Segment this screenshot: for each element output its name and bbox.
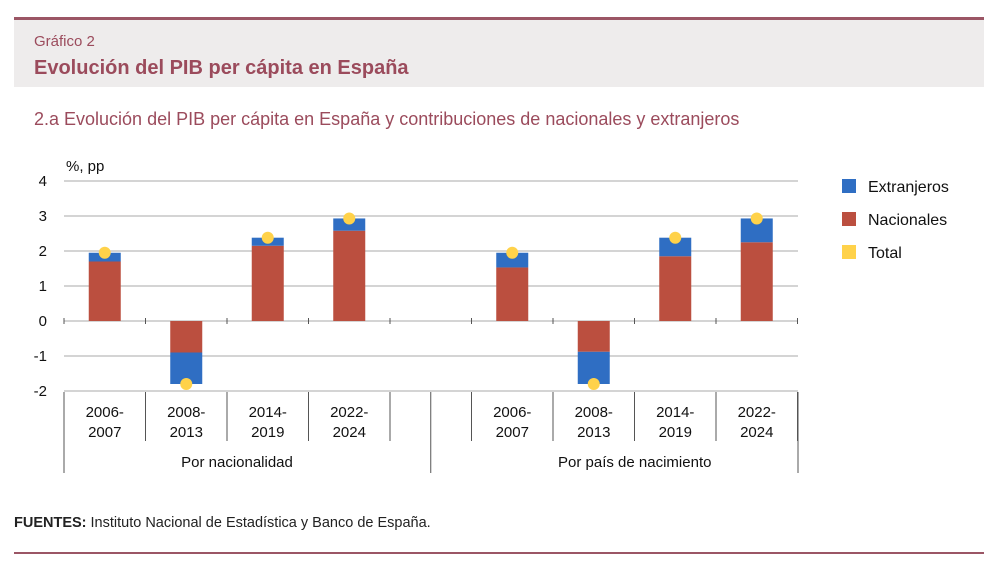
legend-swatch-total <box>842 245 856 259</box>
bar-nacionales <box>251 245 284 321</box>
bar-nacionales <box>333 230 366 321</box>
point-total <box>669 231 682 244</box>
point-total <box>98 246 111 259</box>
bar-extranjeros <box>740 218 773 243</box>
point-total <box>750 212 763 225</box>
x-tick-label: 2007 <box>496 424 529 441</box>
point-total <box>343 212 356 225</box>
bottom-rule <box>14 552 984 554</box>
sources-text: Instituto Nacional de Estadística y Banc… <box>86 515 431 531</box>
point-total <box>261 231 274 244</box>
top-rule <box>14 17 984 20</box>
bar-nacionales <box>577 321 610 352</box>
y-tick-label: 1 <box>39 278 47 295</box>
point-total <box>506 246 519 259</box>
x-tick-label: 2008- <box>575 404 613 421</box>
x-tick-label: 2024 <box>333 424 366 441</box>
x-tick-label: 2013 <box>577 424 610 441</box>
x-tick-label: 2006- <box>86 404 124 421</box>
sources-label: FUENTES: <box>14 515 87 531</box>
x-tick-label: 2024 <box>740 424 773 441</box>
sources-note: FUENTES: Instituto Nacional de Estadísti… <box>14 515 431 531</box>
bar-nacionales <box>170 321 203 353</box>
legend-swatch-extranjeros <box>842 179 856 193</box>
bar-extranjeros <box>333 218 366 231</box>
x-tick-label: 2013 <box>170 424 203 441</box>
legend-swatch-nacionales <box>842 212 856 226</box>
y-tick-label: 4 <box>39 173 47 190</box>
y-tick-label: 2 <box>39 243 47 260</box>
header-band <box>14 20 984 87</box>
x-tick-label: 2022- <box>738 404 776 421</box>
x-tick-label: 2014- <box>249 404 287 421</box>
bar-nacionales <box>659 256 692 321</box>
y-tick-label: 0 <box>39 313 47 330</box>
y-tick-label: -1 <box>34 348 47 365</box>
legend-label-total: Total <box>868 245 902 262</box>
y-tick-label: -2 <box>34 383 47 400</box>
x-tick-label: 2014- <box>656 404 694 421</box>
figure-label: Gráfico 2 <box>34 33 95 50</box>
x-tick-label: 2019 <box>659 424 692 441</box>
x-tick-label: 2006- <box>493 404 531 421</box>
x-tick-label: 2007 <box>88 424 121 441</box>
y-axis-label: %, pp <box>66 158 104 175</box>
bar-nacionales <box>88 261 121 321</box>
chart-subtitle: 2.a Evolución del PIB per cápita en Espa… <box>34 109 740 129</box>
y-tick-label: 3 <box>39 208 47 225</box>
x-tick-label: 2008- <box>167 404 205 421</box>
bar-nacionales <box>740 242 773 321</box>
figure-title: Evolución del PIB per cápita en España <box>34 57 409 79</box>
point-total <box>180 378 193 390</box>
stacked-bar-chart: 4 3 2 1 0 -1 -2 %, pp 2006- 2007 2008- 2013 2014- 201… <box>34 158 949 473</box>
bar-nacionales <box>496 267 529 321</box>
x-tick-label: 2022- <box>330 404 368 421</box>
point-total <box>587 378 600 390</box>
bar-extranjeros <box>496 252 529 268</box>
bar-extranjeros <box>659 237 692 257</box>
x-tick-label: 2019 <box>251 424 284 441</box>
legend-label-nacionales: Nacionales <box>868 212 947 229</box>
legend-label-extranjeros: Extranjeros <box>868 179 949 196</box>
group-label: Por país de nacimiento <box>558 454 711 471</box>
group-label: Por nacionalidad <box>181 454 293 471</box>
